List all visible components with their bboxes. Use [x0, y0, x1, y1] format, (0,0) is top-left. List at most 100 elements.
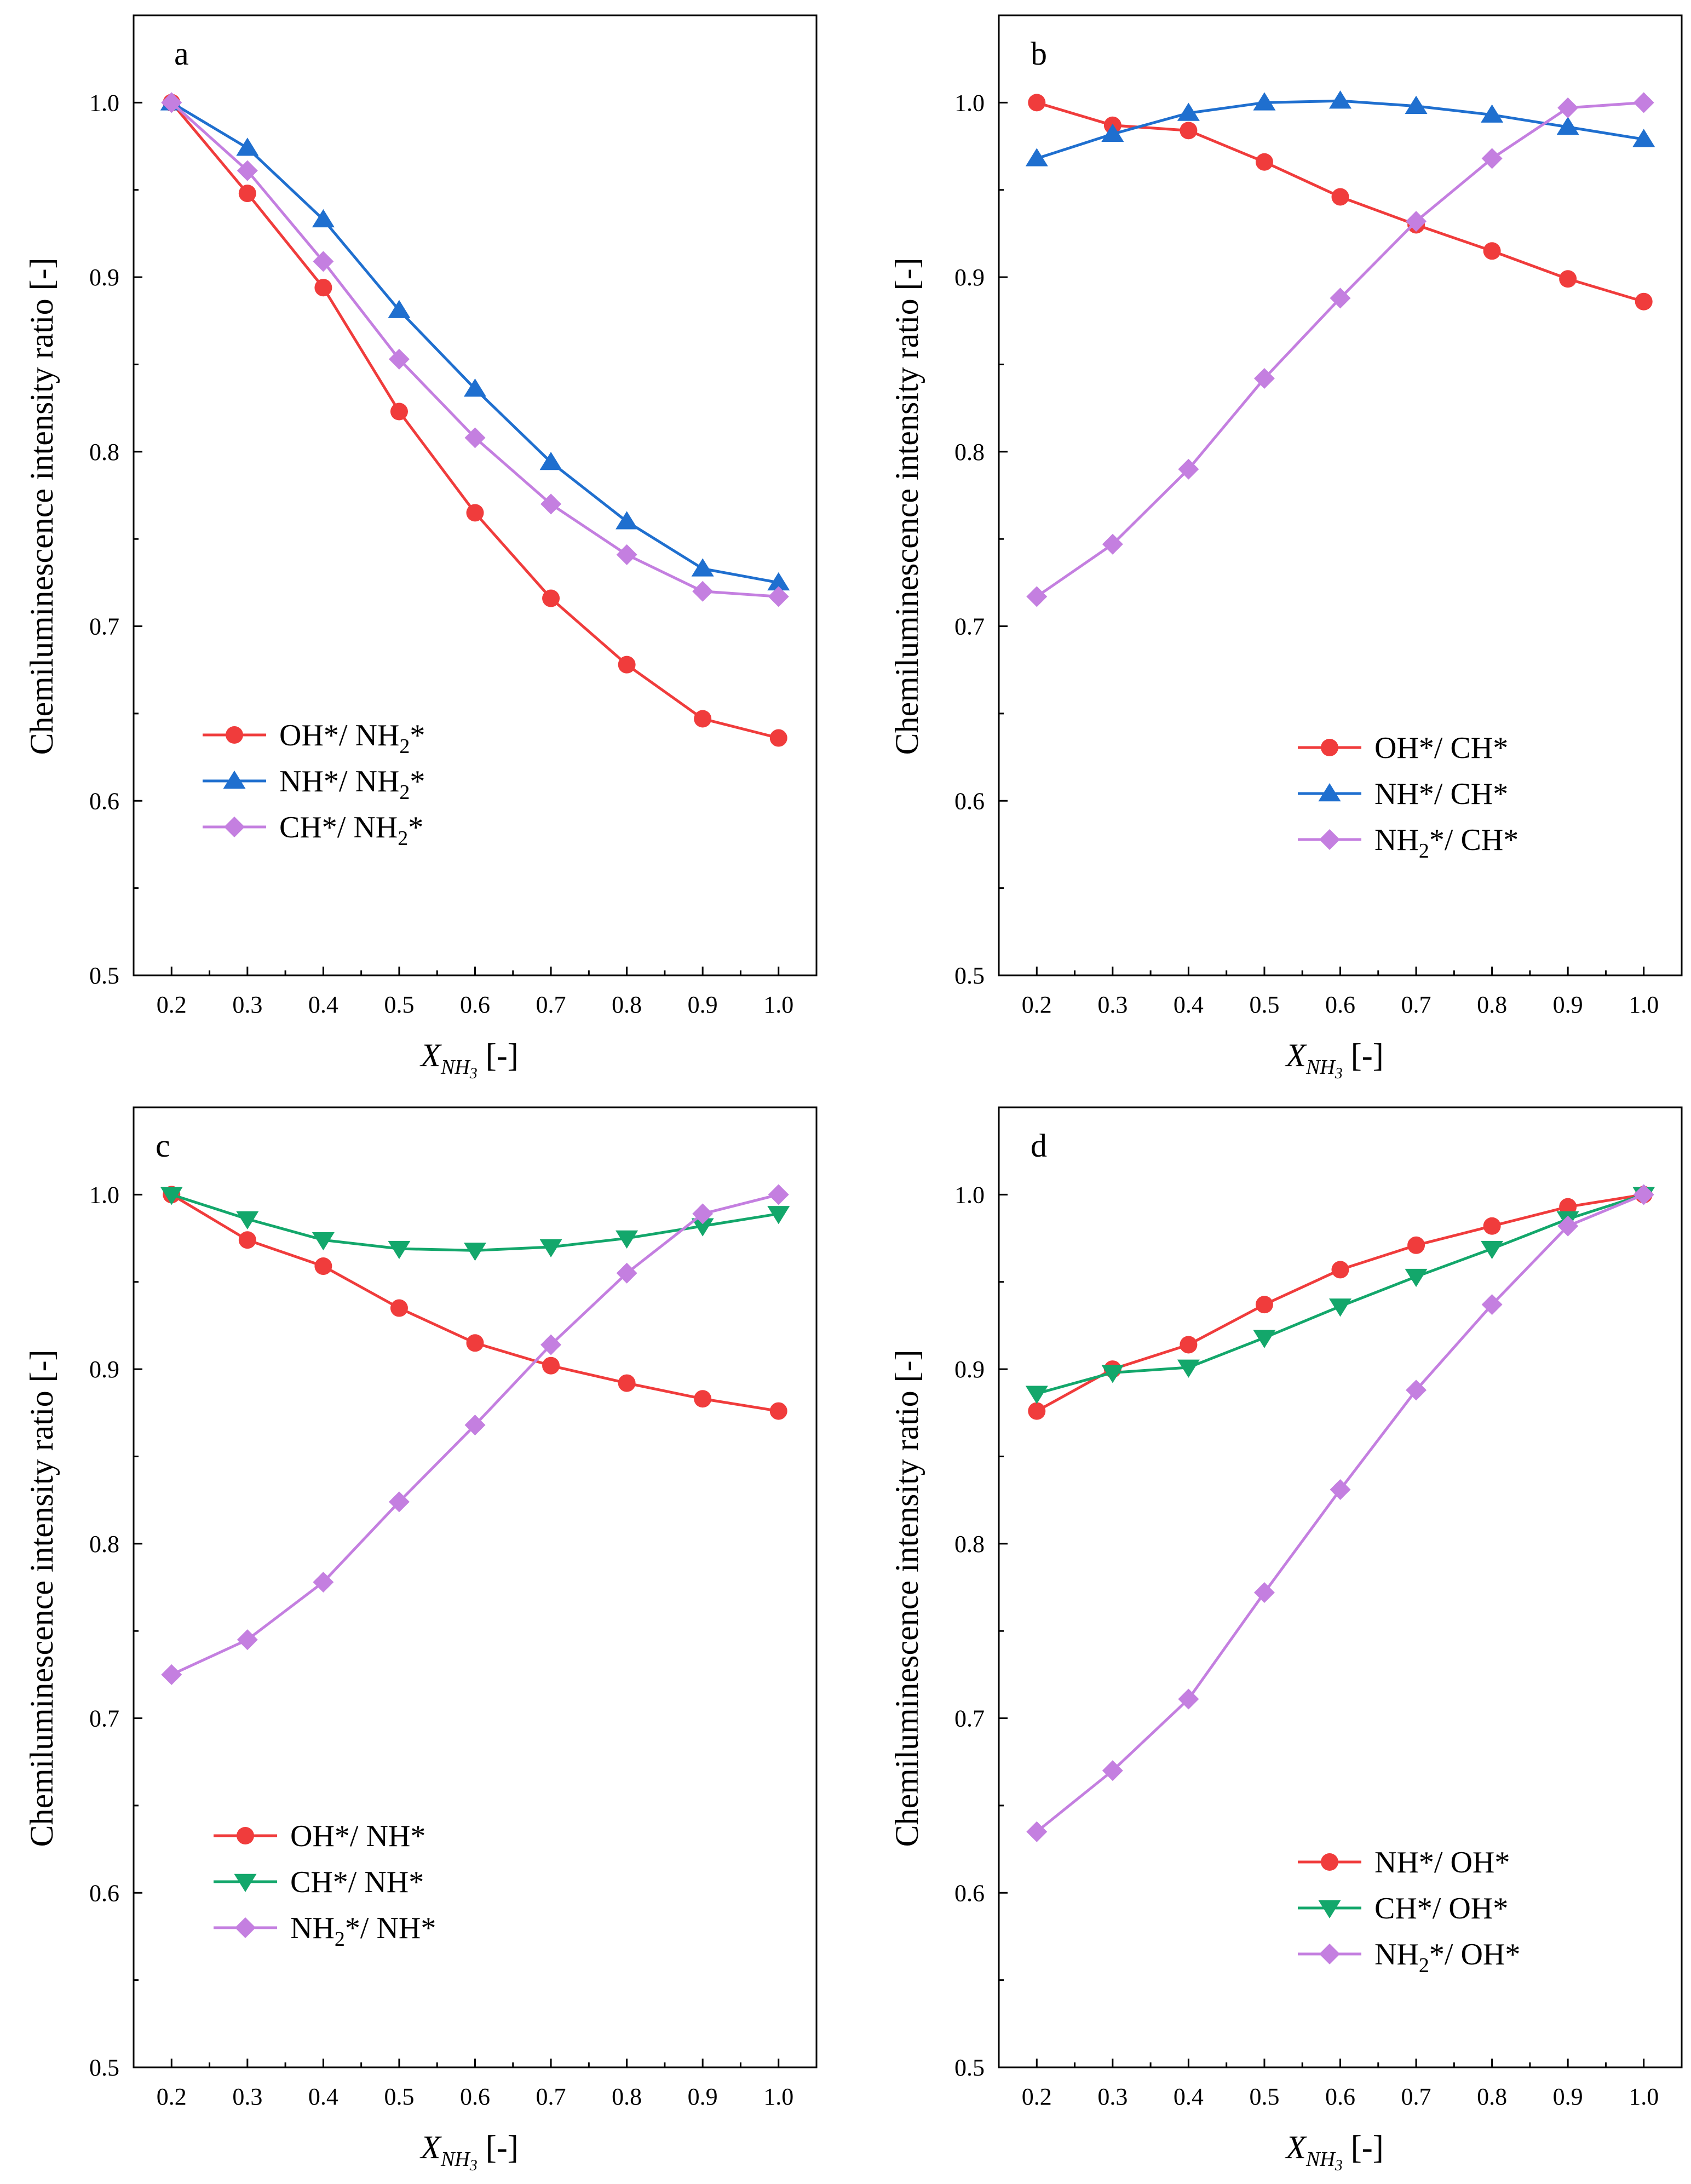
legend-label: CH*/ NH2* [279, 811, 423, 850]
chart-panel-b: 0.2 0.3 0.4 0.5 0.6 0.7 0.8 0.9 1.0 0.5 0.6 0.7 0.8 0… [889, 14, 1683, 1082]
data-point [1557, 97, 1579, 118]
series-0 [163, 1186, 787, 1420]
series-line [1036, 99, 1644, 160]
data-point [1481, 1240, 1504, 1260]
series-1 [160, 1187, 790, 1261]
chart-panel-a: 0.2 0.3 0.4 0.5 0.6 0.7 0.8 0.9 1.0 0.5 0.6 0.7 0.8 0… [24, 14, 818, 1082]
y-tick-label: 0.6 [89, 1880, 119, 1906]
data-point [464, 427, 486, 449]
x-tick-label: 1.0 [763, 2083, 793, 2110]
data-point [1102, 533, 1123, 555]
x-tick-label: 0.8 [1477, 991, 1507, 1018]
legend-label: NH2*/ NH* [290, 1911, 436, 1951]
y-tick-label: 0.7 [89, 613, 119, 640]
chart-panel-d: 0.2 0.3 0.4 0.5 0.6 0.7 0.8 0.9 1.0 0.5 0.6 0.7 0.8 0… [889, 1106, 1683, 2174]
data-point [691, 558, 714, 577]
x-tick-label: 0.6 [1325, 991, 1355, 1018]
legend-marker [223, 771, 246, 789]
series-2 [161, 92, 789, 607]
legend-label: OH*/ NH2* [279, 719, 425, 758]
y-tick-label: 0.6 [89, 788, 119, 814]
x-tick-label: 0.3 [1097, 2083, 1128, 2110]
series-line [170, 101, 779, 739]
legend-marker [226, 726, 243, 744]
y-tick-label: 0.9 [89, 264, 119, 291]
data-point [390, 1299, 408, 1317]
data-point [1026, 586, 1048, 607]
y-tick-label: 0.5 [89, 962, 119, 989]
data-point [618, 1374, 636, 1392]
data-point [1556, 116, 1579, 135]
chart-panel-c: 0.2 0.3 0.4 0.5 0.6 0.7 0.8 0.9 1.0 0.5 0.6 0.7 0.8 0… [24, 1106, 818, 2174]
data-point [236, 137, 259, 156]
legend-marker [1319, 829, 1340, 850]
y-tick-label: 0.5 [89, 2054, 119, 2081]
data-point [1178, 1688, 1199, 1710]
data-point [1330, 1479, 1351, 1501]
data-point [312, 209, 335, 228]
x-tick-label: 0.8 [612, 991, 642, 1018]
y-tick-label: 0.7 [954, 613, 985, 640]
data-point [1177, 102, 1200, 121]
x-axis-title: XNH3 [-] [419, 1037, 518, 1082]
data-point [618, 656, 636, 674]
legend-marker [235, 1917, 256, 1938]
data-point [691, 1218, 714, 1237]
data-point [1328, 1298, 1352, 1317]
data-point [463, 378, 487, 397]
data-point [312, 1232, 335, 1251]
y-tick-label: 0.6 [954, 1880, 985, 1906]
y-tick-label: 0.8 [89, 439, 119, 465]
data-point [616, 1230, 639, 1249]
data-point [1635, 292, 1653, 311]
series-1 [1025, 90, 1655, 166]
legend-label: OH*/ CH* [1374, 731, 1508, 765]
x-axis-title: XNH3 [-] [1285, 1037, 1383, 1082]
series-2 [1026, 92, 1654, 607]
x-tick-label: 0.5 [384, 991, 414, 1018]
x-tick-label: 0.4 [1174, 2083, 1204, 2110]
panel-letter: c [156, 1128, 170, 1164]
legend-marker [1318, 783, 1341, 802]
data-point [238, 1231, 256, 1249]
data-point [1101, 1365, 1124, 1383]
legend-marker [1321, 739, 1338, 756]
data-point [313, 1571, 334, 1593]
data-point [1481, 104, 1504, 123]
x-tick-label: 0.4 [308, 2083, 338, 2110]
data-point [388, 1240, 411, 1260]
data-point [1255, 153, 1273, 171]
data-point [1557, 1215, 1579, 1237]
data-point [768, 1184, 789, 1205]
y-tick-label: 0.5 [954, 962, 985, 989]
panel-letter: a [174, 36, 189, 72]
legend: OH*/ NH2* NH*/ NH2* CH*/ NH2* [203, 719, 425, 850]
legend-label: NH2*/ CH* [1374, 823, 1519, 863]
data-point [388, 348, 410, 370]
data-point [313, 251, 334, 272]
x-tick-label: 0.3 [232, 991, 262, 1018]
legend-label: CH*/ OH* [1374, 1892, 1508, 1926]
legend-marker [234, 1873, 257, 1892]
series-line [170, 101, 779, 598]
y-tick-label: 1.0 [89, 89, 119, 116]
data-point [1028, 94, 1046, 112]
legend-marker [237, 1827, 254, 1844]
data-point [466, 504, 484, 522]
y-tick-label: 1.0 [954, 1181, 985, 1208]
data-point [616, 1262, 637, 1284]
legend: OH*/ NH* CH*/ NH* NH2*/ NH* [214, 1819, 436, 1951]
data-point [161, 1664, 182, 1685]
data-point [237, 1629, 258, 1651]
y-tick-label: 0.6 [954, 788, 985, 814]
data-point [314, 1257, 332, 1275]
data-point [540, 493, 562, 515]
y-tick-label: 0.8 [89, 1531, 119, 1557]
y-axis-title: Chemiluminescence intensity ratio [-] [889, 1349, 925, 1847]
data-point [1255, 1296, 1273, 1314]
data-point [1483, 242, 1501, 260]
data-point [1405, 1268, 1428, 1288]
legend-marker [1319, 1944, 1340, 1964]
y-axis-title: Chemiluminescence intensity ratio [-] [24, 257, 60, 755]
